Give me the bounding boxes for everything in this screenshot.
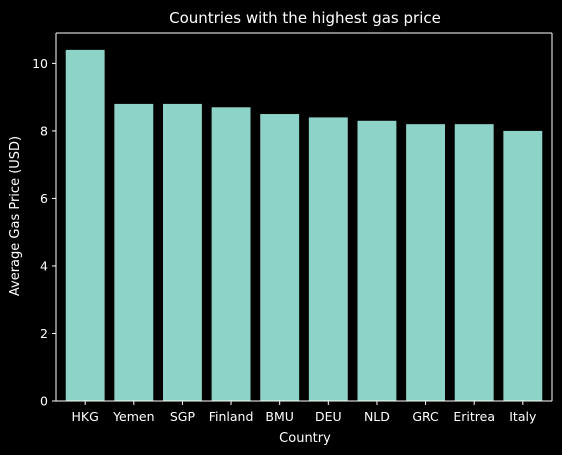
- y-tick-label: 6: [40, 191, 48, 206]
- bar-italy: [503, 130, 543, 401]
- x-tick-label: NLD: [364, 409, 390, 424]
- x-tick-label: Yemen: [112, 409, 154, 424]
- x-tick-label: HKG: [72, 409, 99, 424]
- x-tick-label: GRC: [412, 409, 439, 424]
- y-tick-label: 2: [40, 326, 48, 341]
- x-tick-label: Eritrea: [453, 409, 495, 424]
- bar-finland: [211, 107, 251, 401]
- y-tick-label: 4: [40, 258, 48, 273]
- bar-deu: [308, 117, 348, 402]
- y-tick-label: 10: [32, 56, 48, 71]
- bar-nld: [357, 120, 397, 401]
- y-tick-label: 8: [40, 123, 48, 138]
- axes-group: 0 2 4 6 8 10 HKG Yemen SGP Finland BMU DEU NLD GRC Eri…: [32, 32, 553, 424]
- y-tick-label: 0: [40, 394, 48, 409]
- y-axis-label: Average Gas Price (USD): [8, 136, 23, 296]
- bars-group: [65, 49, 543, 402]
- bar-bmu: [260, 114, 300, 401]
- x-tick-label: Finland: [209, 409, 254, 424]
- bar-eritrea: [454, 124, 494, 401]
- x-tick-label: Italy: [509, 409, 537, 424]
- bar-hkg: [65, 49, 105, 401]
- x-tick-label: SGP: [170, 409, 196, 424]
- bar-sgp: [162, 103, 202, 402]
- bar-grc: [406, 124, 446, 401]
- x-axis-label: Country: [279, 431, 331, 446]
- x-tick-label: DEU: [315, 409, 342, 424]
- bar-yemen: [114, 103, 154, 402]
- chart-title: Countries with the highest gas price: [169, 9, 441, 27]
- x-tick-label: BMU: [265, 409, 294, 424]
